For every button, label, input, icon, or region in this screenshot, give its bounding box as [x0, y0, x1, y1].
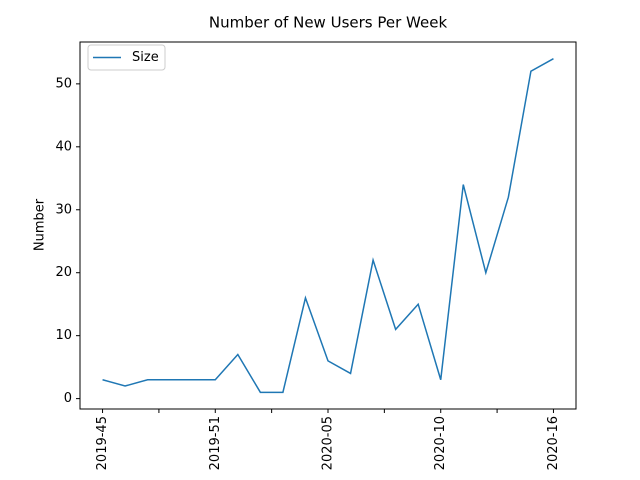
legend-label: Size: [132, 50, 159, 65]
y-tick-label: 30: [55, 202, 72, 217]
x-tick-label: 2019-45: [95, 416, 110, 470]
y-tick-label: 20: [55, 265, 72, 280]
x-tick-label: 2020-05: [321, 416, 336, 470]
plot-frame: [79, 41, 577, 410]
y-tick-label: 50: [55, 76, 72, 91]
y-tick-label: 10: [55, 328, 72, 343]
x-tick-label: 2020-16: [546, 416, 561, 470]
x-tick-label: 2019-51: [208, 416, 223, 470]
x-tick-label: 2020-10: [433, 416, 448, 470]
y-tick-label: 40: [55, 139, 72, 154]
line-series: [102, 58, 554, 394]
chart-title: Number of New Users Per Week: [209, 14, 448, 32]
legend-box: [87, 44, 166, 71]
y-tick-label: 0: [64, 391, 72, 406]
y-axis-label: Number: [33, 198, 48, 251]
